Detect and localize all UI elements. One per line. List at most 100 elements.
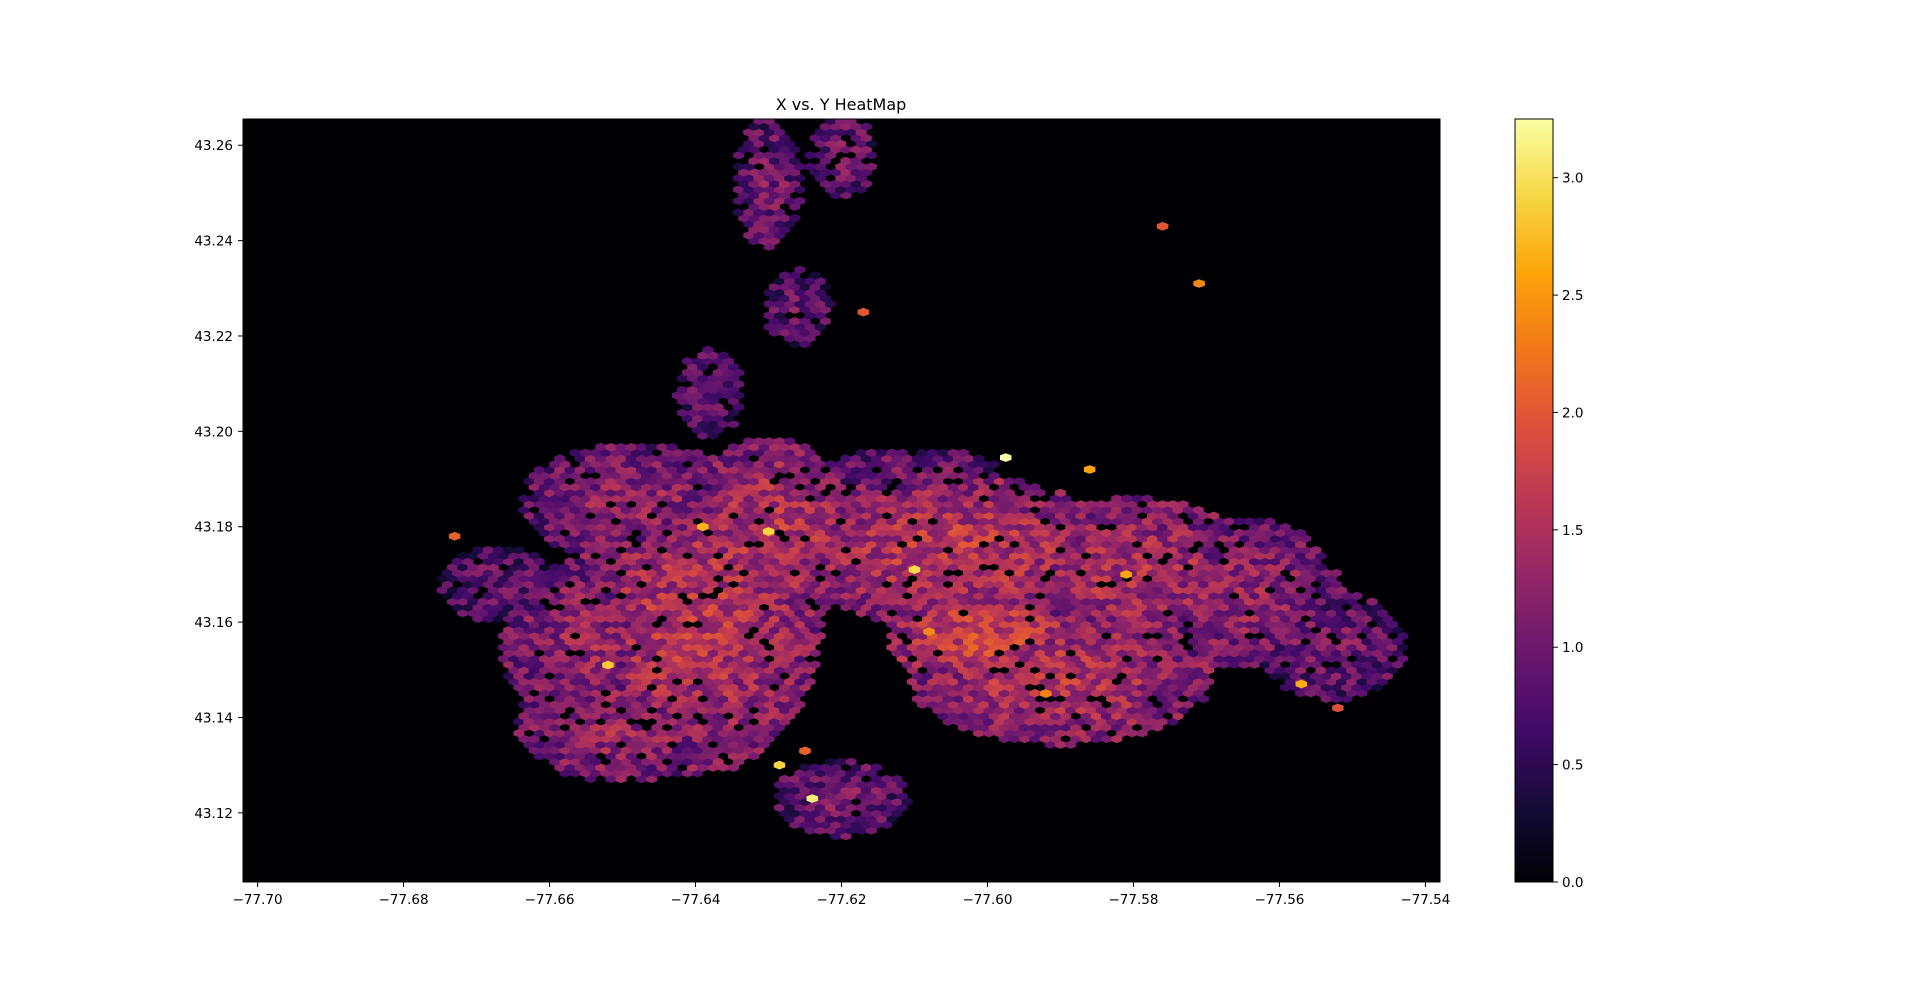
hexbin-cell: [738, 454, 750, 463]
hexbin-cell: [1152, 608, 1163, 618]
hexbin-cell: [886, 586, 898, 595]
hexbin-cell: [789, 511, 801, 520]
hexbin-cell: [702, 700, 714, 709]
hexbin-cell: [896, 574, 908, 583]
hexbin-cell: [687, 534, 699, 543]
hexbin-cell: [845, 826, 857, 835]
hexbin-cell: [947, 689, 959, 698]
hexbin-cell: [917, 540, 928, 549]
hexbin-cell: [1039, 723, 1051, 732]
hexbin-cell: [743, 723, 755, 732]
hexbin-cell: [513, 649, 525, 658]
hexbin-cell: [1085, 706, 1097, 715]
hexbin-cell: [871, 786, 882, 795]
hexbin-cell: [1060, 700, 1072, 709]
hexbin-cell: [978, 643, 990, 652]
hexbin-cell: [1116, 729, 1128, 738]
hexbin-cell: [1305, 620, 1317, 629]
hexbin-cell: [840, 568, 852, 578]
hexbin-cell: [671, 597, 683, 606]
hexbin-cell: [661, 551, 673, 560]
hexbin-cell: [595, 534, 607, 543]
hexbin-cell: [610, 528, 622, 537]
hexbin-cell: [804, 677, 816, 686]
hexbin-cell: [784, 608, 796, 618]
hexbin-cell: [886, 780, 898, 789]
hexbin-cell: [1003, 706, 1015, 715]
hexbin-cell: [927, 471, 939, 480]
hexbin-cell: [799, 683, 811, 692]
hexbin-cell: [671, 666, 683, 675]
hexbin-cell: [784, 803, 796, 812]
hexbin-cell: [1055, 626, 1066, 635]
hexbin-cell: [743, 483, 755, 492]
hexbin-cell: [1095, 683, 1107, 692]
hexbin-cell: [646, 534, 658, 543]
hexbin-cell: [712, 402, 724, 412]
hexbin-cell: [1044, 591, 1056, 600]
hexbin-cell: [1269, 660, 1281, 669]
hexbin-cell: [804, 780, 816, 789]
hexbin-cell: [1182, 528, 1194, 537]
hexbin-cell: [942, 706, 954, 715]
hexbin-cell: [508, 620, 520, 629]
hexbin-cell: [973, 694, 985, 703]
hexbin-cell: [1187, 580, 1199, 589]
hexbin-cell: [779, 580, 791, 589]
hexbin-cell: [799, 443, 811, 452]
hexbin-cell: [768, 729, 780, 738]
hexbin-cell: [738, 591, 750, 600]
hexbin-cell: [574, 752, 586, 761]
hexbin-cell: [661, 540, 673, 549]
hexbin-cell: [1024, 626, 1036, 635]
hexbin-cell: [1075, 637, 1087, 646]
hexbin-cell: [978, 586, 990, 595]
hexbin-cell: [533, 500, 545, 509]
hexbin-cell: [1131, 563, 1143, 572]
hexbin-cell: [641, 620, 653, 629]
hexbin-cell: [748, 752, 760, 761]
hexbin-cell: [763, 517, 775, 526]
hexbin-cell: [1254, 551, 1266, 560]
hexbin-cell: [544, 740, 555, 749]
hexbin-cell: [753, 231, 765, 240]
hexbin-cell: [1141, 540, 1153, 549]
hexbin-cell: [620, 643, 632, 652]
hexbin-cell: [743, 185, 755, 194]
hexbin-cell: [952, 488, 964, 497]
hexbin-hotspot: [1083, 465, 1096, 474]
hexbin-cell: [1039, 677, 1051, 686]
hexbin-cell: [978, 723, 990, 732]
hexbin-cell: [779, 500, 791, 509]
hexbin-cell: [1049, 723, 1061, 732]
hexbin-cell: [1070, 689, 1082, 698]
hexbin-cell: [651, 769, 663, 778]
hexbin-cell: [1049, 494, 1061, 503]
hexbin-cell: [891, 774, 903, 784]
hexbin-cell: [733, 711, 745, 721]
hexbin-cell: [901, 465, 913, 475]
hexbin-cell: [1095, 717, 1107, 726]
hexbin-cell: [733, 666, 745, 675]
hexbin-cell: [518, 654, 530, 663]
hexbin-cell: [789, 809, 801, 818]
hexbin-cell: [963, 500, 974, 509]
hexbin-cell: [763, 551, 775, 560]
hexbin-cell: [707, 488, 719, 497]
hexbin-cell: [1157, 534, 1169, 543]
hexbin-cell: [922, 591, 934, 600]
hexbin-cell: [1095, 660, 1107, 669]
hexbin-cell: [1382, 626, 1393, 635]
hexbin-cell: [1300, 649, 1312, 658]
hexbin-cell: [702, 425, 714, 434]
hexbin-cell: [595, 568, 607, 578]
hexbin-cell: [697, 385, 709, 394]
hexbin-cell: [850, 603, 862, 612]
hexbin-cell: [590, 563, 601, 572]
hexbin-cell: [917, 517, 928, 526]
hexbin-cell: [1284, 528, 1296, 537]
hexbin-cell: [748, 443, 760, 452]
hexbin-cell: [1019, 551, 1031, 560]
hexbin-cell: [1203, 597, 1215, 606]
hexbin-cell: [707, 431, 719, 440]
